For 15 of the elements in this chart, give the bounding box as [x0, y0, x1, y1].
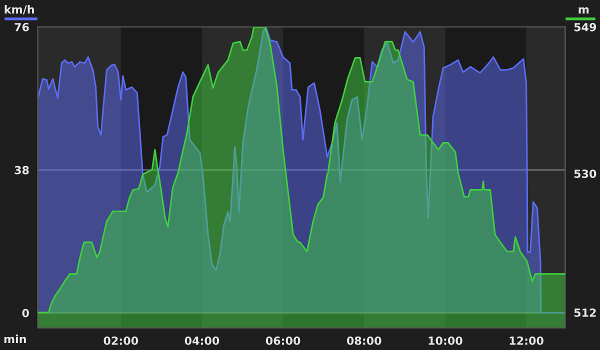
y-tick-label: 76 — [14, 22, 29, 32]
x-tick-label: 08:00 — [346, 336, 382, 345]
y-tick-label: 0 — [22, 308, 29, 318]
x-tick-label: 10:00 — [428, 336, 462, 345]
y2-tick-label: 530 — [574, 170, 596, 178]
x-tick-label: 06:00 — [266, 336, 300, 345]
y2-axis-title: m — [578, 7, 589, 14]
x-axis-title: min — [4, 334, 26, 344]
y2-tick-label: 512 — [574, 308, 596, 317]
y2-tick-label: 549 — [574, 22, 596, 32]
x-tick-label: 02:00 — [104, 336, 138, 345]
x-tick-label: 12:00 — [510, 336, 544, 345]
y-tick-label: 38 — [14, 166, 29, 174]
y-axis-title: km/h — [4, 5, 34, 14]
x-tick-label: 04:00 — [184, 336, 220, 345]
